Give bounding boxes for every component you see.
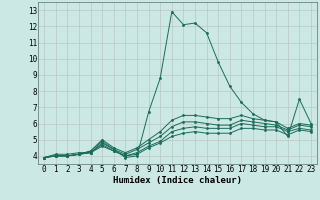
X-axis label: Humidex (Indice chaleur): Humidex (Indice chaleur) bbox=[113, 176, 242, 185]
